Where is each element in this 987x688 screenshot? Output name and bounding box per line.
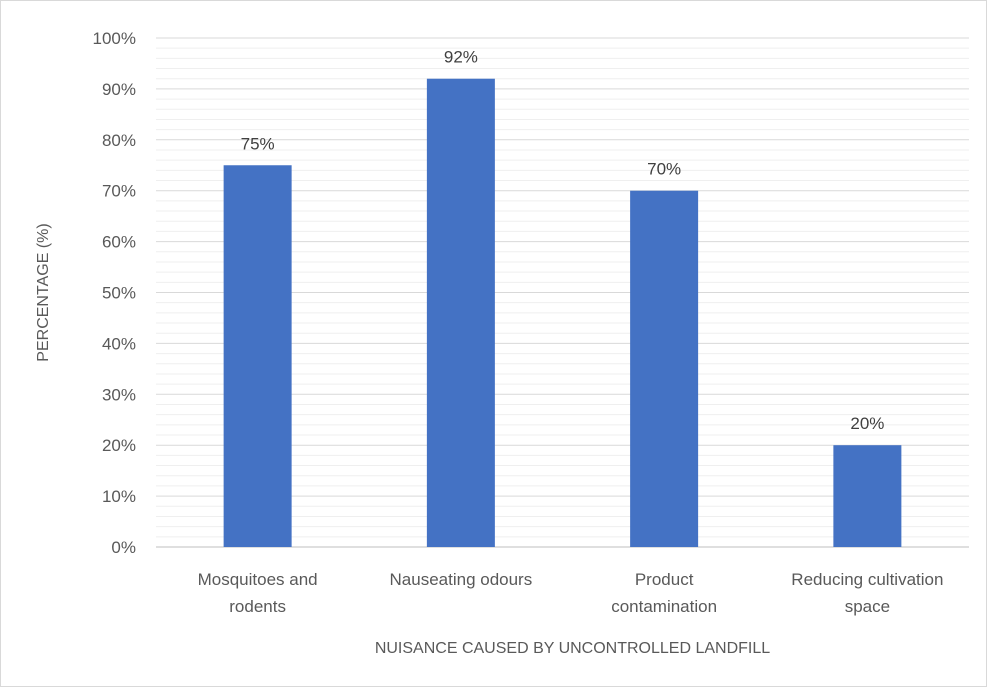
bar — [426, 78, 495, 547]
x-category-label: Reducing cultivation space — [791, 570, 943, 616]
x-category-label-line: Mosquitoes and — [198, 570, 318, 589]
data-label: 20% — [850, 414, 884, 433]
y-axis-ticks: 0% 10% 20% 30% 40% 50% 60% 70% 80% 90% 100% — [93, 29, 136, 557]
y-axis-title: PERCENTAGE (%) — [35, 223, 52, 361]
y-tick-label: 70% — [102, 182, 136, 201]
data-label: 70% — [647, 160, 681, 179]
y-tick-label: 30% — [102, 385, 136, 404]
x-category-label-line: rodents — [229, 597, 286, 616]
y-tick-label: 50% — [102, 284, 136, 303]
bar — [630, 190, 699, 547]
y-tick-label: 90% — [102, 80, 136, 99]
bars — [223, 78, 902, 547]
bar — [833, 445, 902, 547]
y-tick-label: 20% — [102, 436, 136, 455]
x-category-label-line: Reducing cultivation — [791, 570, 943, 589]
data-labels: 75% 92% 70% 20% — [241, 48, 885, 433]
y-tick-label: 80% — [102, 131, 136, 150]
x-category-label: Product contamination — [611, 570, 717, 616]
x-axis-categories: Mosquitoes and rodents Nauseating odours Pr… — [198, 570, 944, 616]
y-tick-label: 0% — [111, 538, 136, 557]
x-category-label-line: contamination — [611, 597, 717, 616]
data-label: 75% — [241, 134, 275, 153]
x-category-label: Nauseating odours — [390, 570, 533, 589]
x-axis-title: NUISANCE CAUSED BY UNCONTROLLED LANDFILL — [375, 640, 770, 657]
x-category-label-line: space — [845, 597, 890, 616]
y-tick-label: 100% — [93, 29, 136, 48]
y-tick-label: 40% — [102, 334, 136, 353]
x-category-label: Mosquitoes and rodents — [198, 570, 318, 616]
x-category-label-line: Nauseating odours — [390, 570, 533, 589]
x-category-label-line: Product — [635, 570, 694, 589]
data-label: 92% — [444, 48, 478, 67]
bar — [223, 165, 292, 547]
y-tick-label: 60% — [102, 233, 136, 252]
y-tick-label: 10% — [102, 487, 136, 506]
